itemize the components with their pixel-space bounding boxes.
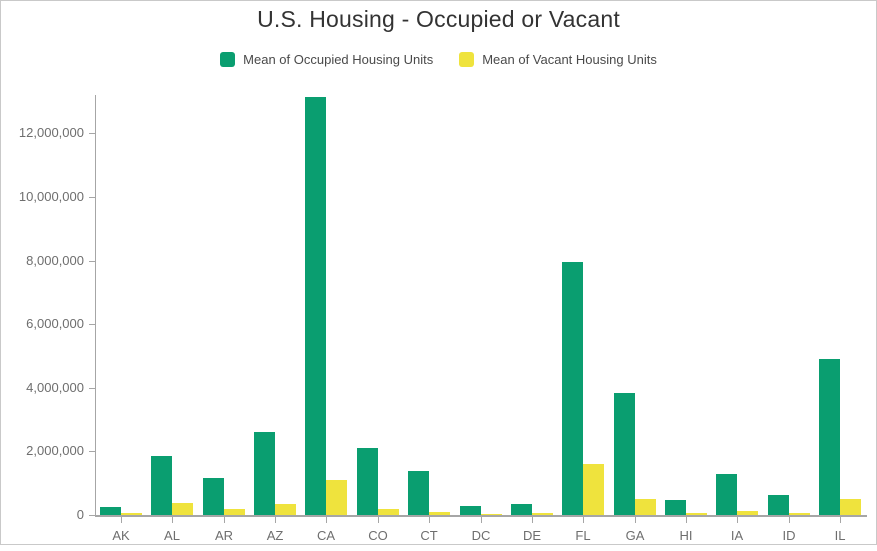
x-axis-tick [224,517,225,523]
bar-al-occupied[interactable] [151,456,172,515]
y-axis-tick [89,324,95,325]
x-axis-label: IA [730,528,744,543]
bar-ak-vacant[interactable] [121,513,142,515]
bar-ca-occupied[interactable] [305,97,326,515]
x-axis-label: CT [420,528,438,543]
bar-co-vacant[interactable] [378,509,399,515]
legend-item-label: Mean of Vacant Housing Units [482,52,657,67]
y-axis-label: 6,000,000 [26,316,84,331]
bar-dc-vacant[interactable] [481,514,502,515]
x-axis-tick [840,517,841,523]
y-axis-tick [89,451,95,452]
occupied-series-swatch-icon [220,52,236,67]
bar-de-vacant[interactable] [532,513,553,515]
bar-id-occupied[interactable] [768,495,789,515]
y-axis-label: 10,000,000 [18,189,84,204]
legend-item-occupied[interactable]: Mean of Occupied Housing Units [220,52,433,67]
x-axis-label: DE [522,528,542,543]
bar-fl-occupied[interactable] [562,262,583,515]
bar-ga-vacant[interactable] [635,499,656,515]
x-axis-tick [481,517,482,523]
bar-ia-occupied[interactable] [716,474,737,515]
y-axis-tick [89,515,95,516]
legend-item-vacant[interactable]: Mean of Vacant Housing Units [459,52,657,67]
bar-ca-vacant[interactable] [326,480,347,515]
y-axis-label: 4,000,000 [26,380,84,395]
bar-ar-vacant[interactable] [224,509,245,515]
bar-dc-occupied[interactable] [460,506,481,515]
legend-item-label: Mean of Occupied Housing Units [243,52,434,67]
bar-hi-occupied[interactable] [665,500,686,515]
x-axis-label: CA [316,528,336,543]
y-axis-label: 2,000,000 [26,443,84,458]
bar-ga-occupied[interactable] [614,393,635,515]
x-axis-tick [275,517,276,523]
x-axis-tick [583,517,584,523]
x-axis-tick [172,517,173,523]
y-axis-tick [89,133,95,134]
x-axis-label: HI [679,528,693,543]
bar-ia-vacant[interactable] [737,511,758,515]
x-axis-label: AK [112,528,130,543]
bar-ct-vacant[interactable] [429,512,450,515]
x-axis-label: IL [834,528,846,543]
bar-de-occupied[interactable] [511,504,532,515]
chart-legend: Mean of Occupied Housing Units Mean of V… [0,52,877,67]
bar-id-vacant[interactable] [789,513,810,515]
y-axis-tick [89,388,95,389]
x-axis-tick [429,517,430,523]
y-axis-label: 12,000,000 [18,125,84,140]
y-axis-tick [89,261,95,262]
y-axis-tick [89,197,95,198]
x-axis-label: DC [471,528,491,543]
y-axis-label: 8,000,000 [26,253,84,268]
y-axis-line [95,95,96,517]
bar-il-vacant[interactable] [840,499,861,515]
bar-ct-occupied[interactable] [408,471,429,515]
x-axis-label: AZ [266,528,284,543]
x-axis-label: AL [164,528,180,543]
x-axis-tick [326,517,327,523]
bar-fl-vacant[interactable] [583,464,604,515]
bar-hi-vacant[interactable] [686,513,707,515]
vacant-series-swatch-icon [459,52,475,67]
bar-az-vacant[interactable] [275,504,296,515]
x-axis-label: ID [782,528,796,543]
x-axis-line [95,515,867,517]
bar-co-occupied[interactable] [357,448,378,515]
x-axis-label: AR [214,528,234,543]
chart-title: U.S. Housing - Occupied or Vacant [257,6,620,32]
bar-al-vacant[interactable] [172,503,193,515]
x-axis-tick [635,517,636,523]
y-axis-label: 0 [76,507,84,522]
x-axis-tick [532,517,533,523]
bar-az-occupied[interactable] [254,432,275,515]
bar-ak-occupied[interactable] [100,507,121,515]
x-axis-label: CO [368,528,388,543]
x-axis-tick [121,517,122,523]
bar-ar-occupied[interactable] [203,478,224,515]
x-axis-tick [378,517,379,523]
x-axis-label: GA [625,528,645,543]
x-axis-tick [737,517,738,523]
x-axis-tick [686,517,687,523]
x-axis-tick [789,517,790,523]
x-axis-label: FL [575,528,591,543]
bar-il-occupied[interactable] [819,359,840,515]
